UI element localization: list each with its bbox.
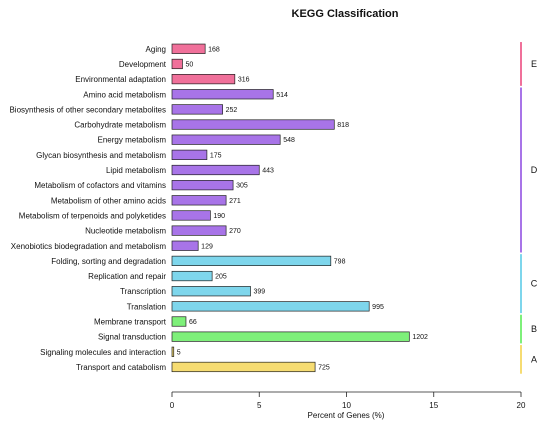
category-label: Transcription [120, 287, 166, 296]
category-label: Lipid metabolism [106, 166, 166, 175]
category-label: Metabolism of other amino acids [51, 196, 166, 205]
bar [171, 58, 183, 70]
category-label: Environmental adaptation [75, 75, 166, 84]
category-label: Signaling molecules and interaction [40, 348, 166, 357]
bar-value-label: 548 [283, 137, 295, 144]
group-label: A [531, 354, 537, 364]
bar [171, 361, 316, 373]
x-axis-ticks: 0 5 10 15 20 [170, 392, 526, 410]
bar-value-label: 725 [318, 364, 330, 371]
category-label: Replication and repair [88, 272, 166, 281]
category-label: Translation [127, 302, 166, 311]
group-label: B [531, 324, 537, 334]
bar-value-label: 443 [262, 168, 274, 175]
bar [171, 316, 187, 327]
bar [171, 346, 175, 357]
plot-area: Aging 168 Development 50 Environmental adapt… [9, 43, 428, 373]
category-label: Membrane transport [94, 318, 167, 327]
bar-value-label: 798 [334, 258, 346, 265]
category-label: Development [119, 60, 167, 69]
bar [171, 331, 410, 342]
x-axis-title: Percent of Genes (%) [308, 411, 385, 420]
bar-value-label: 175 [210, 152, 222, 159]
group-label: C [531, 279, 538, 289]
category-label: Metabolism of cofactors and vitamins [34, 181, 166, 190]
x-tick-label: 0 [170, 401, 175, 410]
group-label: D [531, 165, 538, 175]
bar [171, 210, 211, 221]
category-label: Amino acid metabolism [83, 90, 166, 99]
bar [171, 134, 281, 145]
group-label: E [531, 59, 537, 69]
x-tick-label: 15 [429, 401, 438, 410]
category-label: Aging [146, 45, 166, 54]
bar-value-label: 190 [213, 213, 225, 220]
bar [171, 119, 335, 130]
category-label: Carbohydrate metabolism [74, 121, 166, 130]
chart-title: KEGG Classification [292, 8, 399, 20]
bar [171, 270, 213, 282]
bar [171, 301, 370, 312]
bar [171, 225, 227, 236]
x-tick-label: 5 [257, 401, 262, 410]
bar [171, 149, 208, 160]
category-label: Nucleotide metabolism [85, 227, 166, 236]
category-label: Transport and catabolism [76, 363, 166, 372]
bar [171, 164, 260, 176]
category-label: Glycan biosynthesis and metabolism [36, 151, 166, 160]
bar [171, 43, 206, 54]
category-label: Metabolism of terpenoids and polyketides [19, 211, 166, 220]
bar [171, 180, 234, 191]
bar-value-label: 995 [372, 304, 384, 311]
category-label: Signal transduction [98, 333, 166, 342]
bar-value-label: 5 [177, 349, 181, 356]
bar [171, 286, 251, 297]
bar-value-label: 399 [254, 289, 266, 296]
category-label: Energy metabolism [98, 136, 167, 145]
bar-value-label: 168 [208, 46, 220, 53]
bar-value-label: 316 [238, 77, 250, 84]
bar [171, 73, 236, 85]
bar-value-label: 252 [226, 107, 238, 114]
category-group-brackets: E D C B A [520, 42, 538, 374]
bar [171, 255, 332, 266]
bar-value-label: 66 [189, 319, 197, 326]
bar-value-label: 1202 [412, 334, 428, 341]
x-tick-label: 20 [517, 401, 526, 410]
category-label: Folding, sorting and degradation [51, 257, 166, 266]
bar-value-label: 514 [276, 92, 288, 99]
bar [171, 195, 227, 206]
bar [171, 240, 199, 251]
bar [171, 89, 274, 100]
category-label: Biosynthesis of other secondary metaboli… [9, 105, 166, 114]
bar-value-label: 205 [215, 274, 227, 281]
bar-value-label: 305 [236, 183, 248, 190]
bar-value-label: 270 [229, 228, 241, 235]
bar-value-label: 818 [337, 122, 349, 129]
bar-value-label: 271 [229, 198, 241, 205]
bar-value-label: 129 [201, 243, 213, 250]
x-tick-label: 10 [342, 401, 351, 410]
bar-value-label: 50 [185, 61, 193, 68]
category-label: Xenobiotics biodegradation and metabolis… [11, 242, 167, 251]
bar [171, 104, 223, 115]
